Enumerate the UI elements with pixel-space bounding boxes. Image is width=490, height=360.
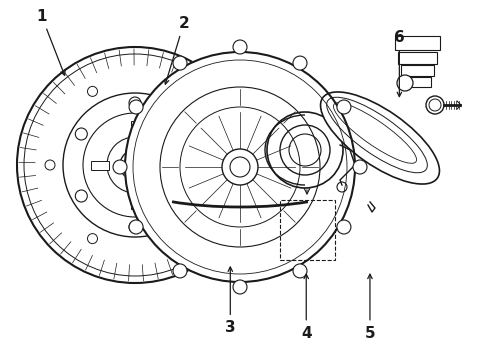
Circle shape [17, 47, 253, 283]
Circle shape [183, 190, 195, 202]
Text: 3: 3 [225, 267, 236, 335]
Circle shape [129, 220, 143, 234]
Circle shape [353, 160, 367, 174]
Circle shape [173, 264, 187, 278]
Circle shape [222, 149, 258, 185]
Text: 2: 2 [165, 16, 189, 84]
Circle shape [426, 96, 444, 114]
Circle shape [172, 86, 182, 96]
Text: 4: 4 [301, 274, 312, 341]
Circle shape [289, 134, 321, 166]
Circle shape [113, 160, 127, 174]
Circle shape [45, 160, 55, 170]
Circle shape [233, 280, 247, 294]
Bar [130, 191, 140, 209]
Bar [280, 200, 335, 260]
Bar [398, 52, 437, 64]
Text: 6: 6 [394, 30, 405, 96]
Circle shape [337, 220, 351, 234]
Bar [91, 161, 109, 170]
Ellipse shape [320, 92, 440, 184]
Circle shape [293, 56, 307, 70]
Circle shape [88, 86, 98, 96]
Circle shape [75, 128, 87, 140]
Circle shape [233, 40, 247, 54]
Circle shape [173, 56, 187, 70]
Text: 1: 1 [36, 9, 65, 75]
Circle shape [172, 234, 182, 244]
Circle shape [129, 221, 141, 233]
Bar [395, 36, 440, 50]
Circle shape [129, 97, 141, 109]
Text: 5: 5 [365, 274, 375, 341]
Circle shape [215, 160, 225, 170]
Circle shape [129, 100, 143, 114]
Bar [130, 121, 140, 139]
Bar [401, 65, 434, 76]
Bar [161, 161, 179, 170]
Circle shape [75, 190, 87, 202]
Circle shape [293, 264, 307, 278]
Circle shape [397, 75, 413, 91]
Circle shape [183, 128, 195, 140]
Bar [404, 77, 431, 87]
Circle shape [337, 100, 351, 114]
Circle shape [267, 112, 343, 188]
Circle shape [88, 234, 98, 244]
Circle shape [125, 52, 355, 282]
